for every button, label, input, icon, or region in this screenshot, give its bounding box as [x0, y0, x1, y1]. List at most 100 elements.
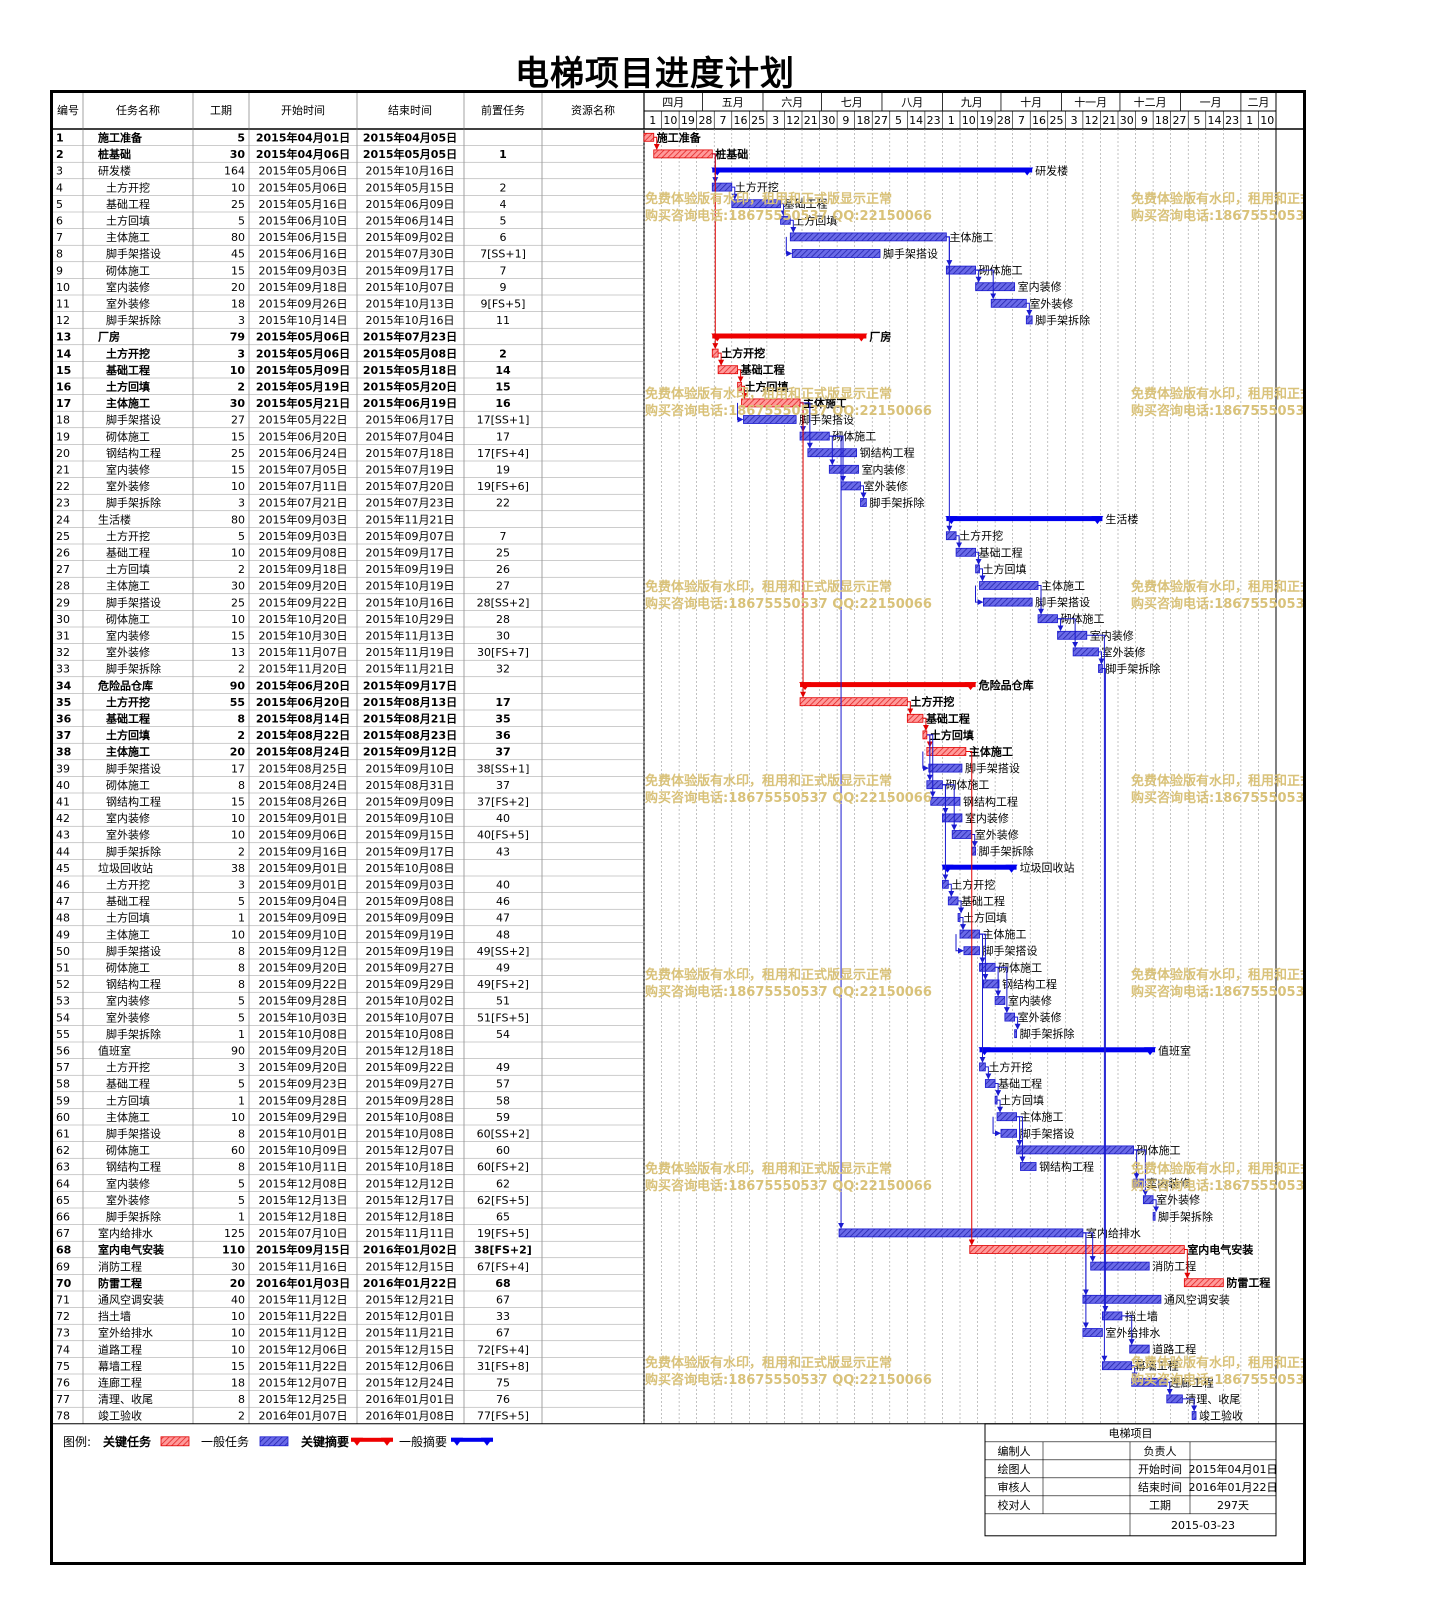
summary-bar	[942, 864, 1017, 870]
task-id: 27	[56, 563, 70, 576]
info-box-cell: 审核人	[998, 1480, 1031, 1494]
task-start: 2015年09月23日	[259, 1077, 348, 1091]
bar-label: 室外装修	[1029, 296, 1073, 310]
task-predecessor: 59	[496, 1111, 510, 1124]
task-end: 2015年11月19日	[366, 645, 455, 659]
task-start: 2015年10月03日	[259, 1010, 348, 1024]
task-duration: 3	[238, 314, 245, 327]
task-duration: 10	[230, 364, 246, 377]
task-end: 2015年12月18日	[366, 1044, 455, 1058]
task-name: 脚手架搭设	[106, 595, 161, 609]
task-bar	[983, 979, 1000, 989]
day-label: 25	[751, 114, 765, 127]
task-id: 61	[56, 1128, 70, 1141]
bar-label: 土方开挖	[910, 695, 954, 709]
task-bar	[1082, 1294, 1162, 1304]
task-start: 2015年07月10日	[259, 1226, 348, 1240]
gantt-frame: 编号 任务名称 工期 开始时间 结束时间 前置任务 资源名称 四月 五月 六月 七月 八月 九月 十月 十一…	[50, 90, 1306, 1565]
day-label: 5	[1194, 114, 1201, 127]
task-id: 24	[56, 513, 70, 526]
task-duration: 90	[231, 1045, 245, 1058]
task-name: 生活楼	[98, 512, 131, 526]
watermark-line-1: 免费体验版有水印，租用和正式版显示正常	[645, 579, 892, 595]
task-end: 2015年07月04日	[366, 429, 455, 443]
task-end: 2015年09月27日	[366, 961, 455, 975]
task-id: 41	[56, 796, 70, 809]
dependency-arrow	[741, 385, 748, 399]
bar-label: 基础工程	[925, 711, 970, 725]
bar-label: 道路工程	[1152, 1342, 1196, 1356]
watermark-line-1: 免费体验版有水印，租用和正式版显示正常	[645, 1355, 892, 1371]
dependency-arrow	[790, 219, 797, 233]
info-box-cell: 2015年04月01日	[1189, 1462, 1278, 1476]
task-duration: 10	[231, 829, 245, 842]
task-name: 主体施工	[106, 579, 150, 593]
task-end: 2015年12月18日	[366, 1210, 455, 1224]
day-label: 10	[962, 114, 976, 127]
task-end: 2015年09月19日	[366, 944, 455, 958]
task-bar	[789, 232, 947, 242]
task-predecessor: 48	[496, 928, 510, 941]
task-duration: 15	[231, 796, 245, 809]
watermark-line-2: 购买咨询电话:18675550537 QQ:22150066	[645, 984, 932, 1000]
task-name: 脚手架拆除	[106, 496, 161, 510]
bar-label: 桩基础	[715, 147, 748, 161]
task-predecessor: 7	[500, 264, 507, 277]
dependency-arrow	[1153, 1199, 1160, 1213]
dependency-arrow	[1026, 302, 1033, 316]
month-label: 六月	[781, 96, 803, 109]
task-start: 2015年11月12日	[259, 1293, 348, 1307]
bar-label: 施工准备	[657, 130, 702, 144]
task-bar	[942, 813, 963, 823]
bar-label: 脚手架搭设	[799, 413, 854, 427]
task-predecessor: 67	[496, 1327, 510, 1340]
task-duration: 80	[231, 231, 245, 244]
task-name: 室内给排水	[98, 1226, 153, 1240]
task-bar	[1037, 614, 1058, 624]
bar-label: 砌体施工	[1061, 612, 1105, 626]
task-bar	[828, 464, 859, 474]
summary-bar	[800, 682, 976, 688]
day-label: 14	[1208, 114, 1222, 127]
task-end: 2015年11月13日	[366, 629, 455, 643]
task-name: 土方回填	[106, 728, 150, 742]
task-name: 主体施工	[106, 927, 150, 941]
month-label: 二月	[1247, 96, 1269, 109]
day-label: 28	[997, 114, 1011, 127]
task-duration: 3	[238, 497, 245, 510]
dependency-arrow	[975, 269, 997, 300]
bar-label: 脚手架拆除	[869, 496, 924, 510]
task-duration: 30	[230, 397, 246, 410]
task-id: 44	[56, 845, 70, 858]
month-label: 七月	[841, 96, 863, 109]
dependency-arrow	[860, 485, 867, 499]
task-end: 2015年10月07日	[366, 280, 455, 294]
task-start: 2015年05月06日	[259, 180, 348, 194]
dependency-arrow	[955, 934, 964, 954]
day-label: 27	[874, 114, 888, 127]
task-id: 40	[56, 779, 70, 792]
day-label: 23	[1225, 114, 1239, 127]
task-start: 2015年07月05日	[259, 463, 348, 477]
task-predecessor: 47	[496, 912, 510, 925]
summary-bar-start-cap	[711, 167, 724, 176]
bar-label: 危险品仓库	[978, 678, 1034, 692]
task-bar	[955, 547, 977, 557]
task-end: 2015年10月08日	[366, 1127, 455, 1141]
info-box-cell: 绘图人	[998, 1462, 1031, 1476]
summary-bar	[946, 516, 1103, 522]
task-end: 2015年12月15日	[366, 1259, 455, 1273]
day-label: 16	[734, 114, 748, 127]
dependency-arrow	[1057, 618, 1079, 648]
task-predecessor: 49	[496, 1061, 510, 1074]
task-id: 67	[56, 1227, 70, 1240]
summary-bar-start-cap	[978, 1047, 991, 1056]
task-predecessor: 76	[496, 1393, 510, 1406]
task-id: 60	[56, 1111, 70, 1124]
task-name: 竣工验收	[98, 1409, 142, 1423]
bar-label: 研发楼	[1035, 164, 1068, 178]
task-duration: 110	[222, 1244, 245, 1257]
task-id: 1	[56, 132, 64, 145]
task-bar	[1004, 1012, 1016, 1022]
watermark-line-2: 购买咨询电话:18675550537 QQ:22150066	[645, 596, 932, 612]
